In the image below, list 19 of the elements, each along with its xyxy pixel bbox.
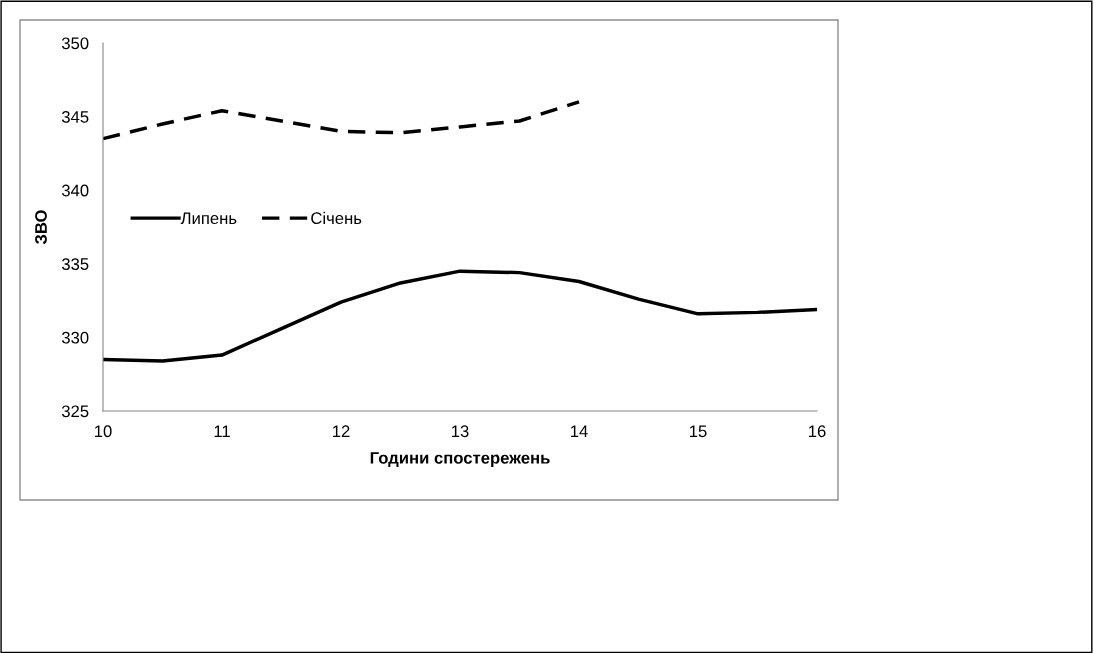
y-tick-label: 325 [61, 405, 89, 418]
line-series [103, 269, 817, 363]
x-tick-label: 11 [214, 425, 230, 437]
x-tick-label: 15 [690, 425, 707, 438]
x-axis-title: Години спостережень [370, 452, 550, 468]
y-tick-label: 340 [61, 184, 89, 197]
x-tick-label: 10 [95, 425, 112, 438]
line-series [103, 100, 581, 141]
y-tick-label: 335 [61, 258, 89, 270]
x-tick-label: 12 [333, 425, 350, 437]
x-tick-label: 16 [809, 425, 826, 438]
x-tick-label: 13 [452, 425, 469, 438]
y-tick-label: 330 [61, 331, 89, 344]
y-axis-title: ЗВО [35, 210, 47, 245]
legend-label: Липень [180, 212, 237, 225]
x-tick-label: 14 [571, 425, 588, 437]
legend-label: Січень [311, 211, 362, 225]
y-tick-label: 345 [61, 111, 89, 123]
y-tick-label: 350 [61, 37, 89, 50]
